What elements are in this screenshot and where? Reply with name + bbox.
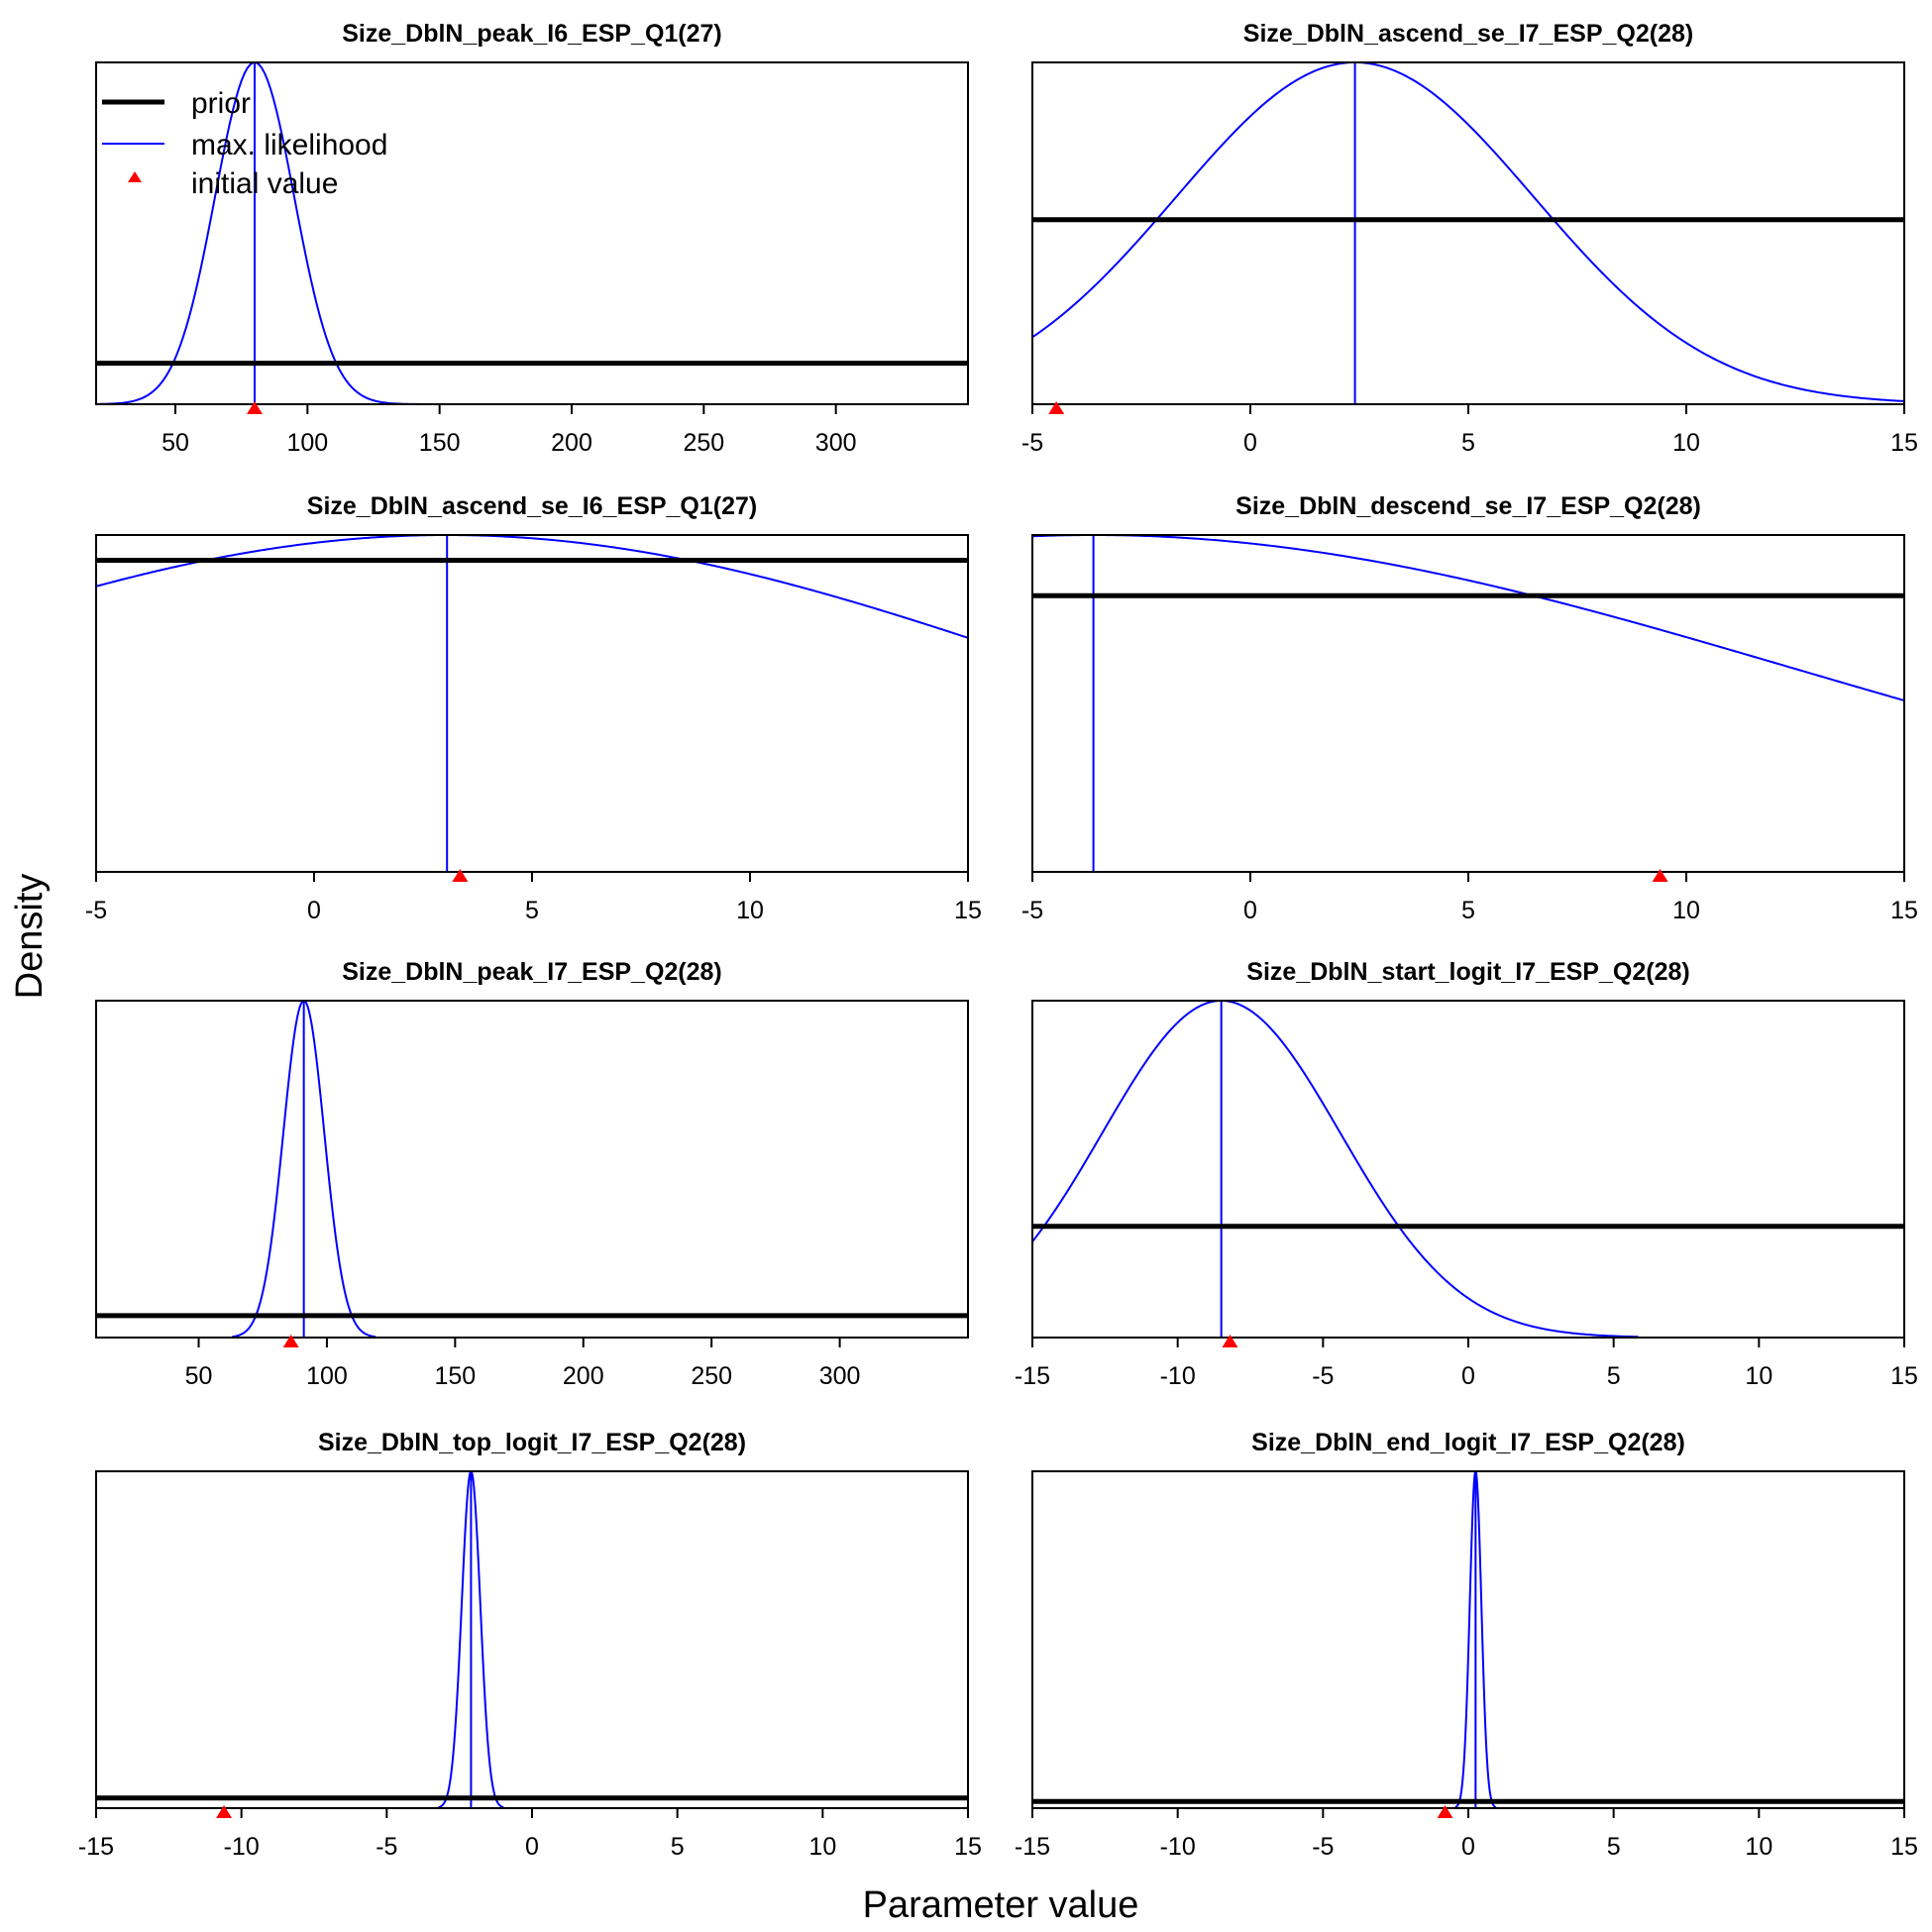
- x-tick-label: 15: [1890, 1833, 1918, 1861]
- x-tick-label: 0: [1243, 429, 1257, 457]
- legend: prior max. likelihood initial value: [102, 87, 387, 200]
- x-tick-label: 15: [954, 897, 982, 924]
- x-tick-label: -5: [1312, 1362, 1334, 1390]
- plot-frame: [95, 1000, 969, 1339]
- x-tick-label: 300: [819, 1362, 861, 1390]
- x-tick-label: -5: [1312, 1833, 1334, 1861]
- x-tick-label: -15: [1015, 1362, 1050, 1390]
- initial-value-marker: [216, 1805, 233, 1818]
- x-tick-label: 10: [1745, 1362, 1772, 1390]
- panel-4: Size_DblN_descend_se_I7_ESP_Q2(28) -5 0 5 10…: [1021, 492, 1918, 924]
- x-tick-label: 200: [563, 1362, 604, 1390]
- max-likelihood-curve: [1031, 534, 1905, 701]
- plot-frame: [1031, 1000, 1905, 1339]
- x-tick-label: 10: [1672, 897, 1700, 924]
- x-tick-label: 10: [736, 897, 764, 924]
- x-tick-label: 0: [525, 1833, 539, 1861]
- x-tick-label: 10: [1745, 1833, 1772, 1861]
- initial-value-marker: [282, 1335, 299, 1347]
- plot-frame: [1031, 61, 1905, 405]
- plot-frame: [1031, 534, 1905, 873]
- x-tick-label: 50: [161, 429, 189, 457]
- x-tick-label: -15: [1015, 1833, 1050, 1861]
- x-tick-label: 0: [1461, 1833, 1475, 1861]
- x-tick-label: -5: [1021, 897, 1043, 924]
- x-tick-label: 5: [1607, 1362, 1621, 1390]
- x-tick-label: 5: [525, 897, 539, 924]
- x-tick-label: 250: [691, 1362, 732, 1390]
- x-tick-label: 15: [1890, 1362, 1918, 1390]
- x-tick-label: 100: [306, 1362, 348, 1390]
- x-tick-label: 150: [419, 429, 461, 457]
- legend-initial-value-label: initial value: [191, 167, 338, 200]
- panel-title: Size_DblN_start_logit_I7_ESP_Q2(28): [1246, 958, 1689, 986]
- panel-8: Size_DblN_end_logit_I7_ESP_Q2(28) -15 -10 -…: [1015, 1429, 1918, 1861]
- x-tick-label: 300: [815, 429, 857, 457]
- x-tick-label: 5: [1461, 429, 1475, 457]
- max-likelihood-curve: [1031, 60, 1905, 402]
- plot-frame: [95, 61, 969, 405]
- x-tick-label: 250: [683, 429, 724, 457]
- x-tick-label: 100: [286, 429, 328, 457]
- panel-title: Size_DblN_peak_I7_ESP_Q2(28): [342, 958, 722, 986]
- panel-5: Size_DblN_peak_I7_ESP_Q2(28) 50 100 150 200 2…: [95, 958, 969, 1390]
- x-tick-label: 10: [808, 1833, 836, 1861]
- max-likelihood-curve: [1031, 1000, 1639, 1339]
- x-tick-label: -5: [1021, 429, 1043, 457]
- panel-title: Size_DblN_top_logit_I7_ESP_Q2(28): [318, 1429, 746, 1456]
- panel-6: Size_DblN_start_logit_I7_ESP_Q2(28) -15 -1…: [1015, 958, 1918, 1390]
- panel-title: Size_DblN_descend_se_I7_ESP_Q2(28): [1235, 492, 1701, 520]
- y-axis-title: Density: [9, 874, 51, 1000]
- legend-max-likelihood-label: max. likelihood: [191, 129, 387, 161]
- x-tick-label: -10: [1160, 1362, 1196, 1390]
- x-tick-label: 0: [1461, 1362, 1475, 1390]
- initial-value-marker: [1437, 1805, 1453, 1818]
- x-tick-label: 5: [671, 1833, 685, 1861]
- x-tick-label: 10: [1672, 429, 1700, 457]
- x-axis-title: Parameter value: [863, 1884, 1139, 1926]
- initial-value-marker: [452, 869, 469, 882]
- x-tick-label: 5: [1461, 897, 1475, 924]
- initial-value-marker: [1048, 401, 1065, 414]
- x-tick-label: 5: [1607, 1833, 1621, 1861]
- plot-frame: [95, 1470, 969, 1809]
- panel-title: Size_DblN_ascend_se_I6_ESP_Q1(27): [307, 492, 757, 520]
- initial-value-marker: [1652, 869, 1668, 882]
- x-tick-label: 200: [551, 429, 592, 457]
- x-tick-label: 50: [185, 1362, 213, 1390]
- x-tick-label: -10: [224, 1833, 260, 1861]
- legend-initial-value-marker: [128, 171, 142, 182]
- x-tick-label: -5: [376, 1833, 397, 1861]
- initial-value-marker: [247, 401, 263, 414]
- plot-frame: [95, 534, 969, 873]
- x-tick-label: 15: [1890, 429, 1918, 457]
- panel-3: Size_DblN_ascend_se_I6_ESP_Q1(27) -5 0 5 10 1…: [85, 492, 982, 924]
- x-tick-label: 0: [1243, 897, 1257, 924]
- x-tick-label: 15: [1890, 897, 1918, 924]
- x-tick-label: 15: [954, 1833, 982, 1861]
- legend-prior-label: prior: [191, 87, 251, 120]
- initial-value-marker: [1222, 1335, 1238, 1347]
- panel-1: Size_DblN_peak_I6_ESP_Q1(27) 50 100 150 200 2…: [95, 20, 969, 457]
- x-tick-label: -10: [1160, 1833, 1196, 1861]
- x-tick-label: 150: [434, 1362, 476, 1390]
- panel-title: Size_DblN_end_logit_I7_ESP_Q2(28): [1251, 1429, 1685, 1456]
- panel-2: Size_DblN_ascend_se_I7_ESP_Q2(28) -5 0 5 10 1…: [1021, 20, 1918, 457]
- x-tick-label: 0: [307, 897, 321, 924]
- x-tick-label: -5: [85, 897, 107, 924]
- panel-title: Size_DblN_peak_I6_ESP_Q1(27): [342, 20, 722, 48]
- x-tick-label: -15: [78, 1833, 114, 1861]
- panels-group: Size_DblN_peak_I6_ESP_Q1(27)50 100 150 200 2…: [78, 20, 1918, 1861]
- panel-title: Size_DblN_ascend_se_I7_ESP_Q2(28): [1243, 20, 1693, 48]
- max-likelihood-curve: [95, 534, 969, 639]
- panel-7: Size_DblN_top_logit_I7_ESP_Q2(28) -15 -10 -…: [78, 1429, 982, 1861]
